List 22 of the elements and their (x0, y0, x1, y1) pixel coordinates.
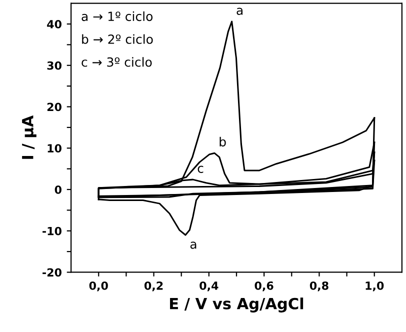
y-tick-label: 20 (47, 102, 62, 112)
annotation: c → 3º ciclo (82, 57, 152, 67)
y-tick-label: 10 (48, 144, 62, 152)
x-tick-label: 0,4 (200, 281, 218, 292)
annotation: a (190, 242, 196, 249)
x-tick-label: 0,6 (254, 281, 274, 292)
y-tick-label: 30 (47, 61, 62, 70)
x-tick-label: 0,2 (144, 281, 163, 292)
y-tick-label: 0 (54, 185, 62, 194)
x-tick-label: 0,8 (310, 281, 328, 292)
x-axis-title: E / V vs Ag/AgCl (170, 298, 304, 312)
y-tick-label: -10 (42, 226, 62, 236)
annotation: a → 1º ciclo (82, 11, 153, 22)
annotation: c (198, 166, 204, 173)
annotation: b → 2º ciclo (82, 34, 153, 44)
y-axis-title: I / µA (22, 115, 36, 159)
x-tick-label: 1,0 (366, 281, 384, 292)
y-tick-label: -20 (42, 268, 62, 277)
annotation: b (220, 136, 226, 146)
y-tick-label: 40 (47, 20, 62, 28)
annotation: a (236, 8, 242, 15)
x-tick-label: 0,0 (89, 281, 108, 292)
